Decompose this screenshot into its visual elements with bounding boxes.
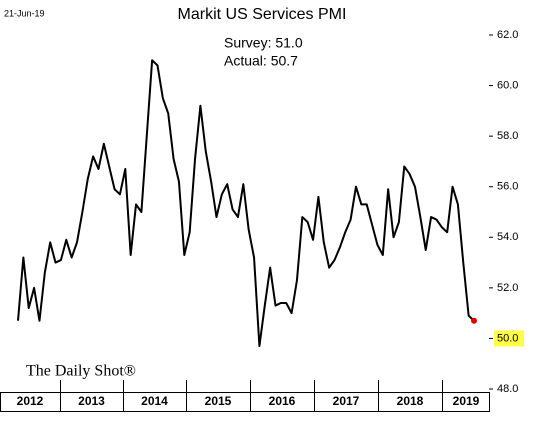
x-tick-label: 2015 (205, 394, 232, 408)
annotation: Actual: 50.7 (224, 53, 298, 69)
date-label: 21-Jun-19 (4, 8, 45, 18)
line (17, 59, 475, 348)
y-tick-label: 50.0 (497, 332, 518, 344)
chart-title: Markit US Services PMI (178, 6, 347, 23)
y-tick-label: 62.0 (497, 29, 518, 41)
y-tick-label: 48.0 (497, 383, 518, 395)
y-tick-label: 52.0 (497, 282, 518, 294)
x-tick-label: 2019 (453, 394, 480, 408)
y-tick-label: 60.0 (497, 79, 518, 91)
tick-highlight (494, 330, 524, 347)
x-tick-label: 2012 (17, 394, 44, 408)
x-tick-label: 2017 (333, 394, 360, 408)
year-axis-box (0, 392, 490, 412)
y-tick-label: 56.0 (497, 181, 518, 193)
x-tick-label: 2013 (78, 394, 105, 408)
y-tick-label: 54.0 (497, 231, 518, 243)
end-marker (471, 317, 477, 324)
x-tick-label: 2018 (397, 394, 424, 408)
x-tick-label: 2014 (141, 394, 168, 408)
x-tick-label: 2016 (269, 394, 296, 408)
annotation: Survey: 51.0 (224, 35, 303, 51)
y-tick-label: 58.0 (497, 130, 518, 142)
source-label: The Daily Shot® (26, 363, 136, 380)
